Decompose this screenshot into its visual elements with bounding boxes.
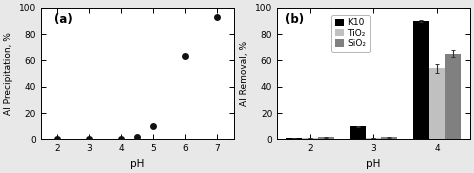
Bar: [318, 137, 334, 139]
Point: [118, 137, 125, 140]
Bar: [382, 137, 397, 139]
Point: [85, 138, 93, 140]
Bar: [413, 21, 429, 139]
X-axis label: pH: pH: [366, 159, 381, 169]
Bar: [365, 138, 382, 139]
Bar: [350, 126, 365, 139]
Bar: [429, 68, 445, 139]
Text: (b): (b): [285, 13, 304, 26]
Legend: K10, TiO₂, SiO₂: K10, TiO₂, SiO₂: [331, 15, 370, 52]
Text: (a): (a): [55, 13, 73, 26]
X-axis label: pH: pH: [130, 159, 145, 169]
Y-axis label: Al Removal, %: Al Removal, %: [240, 41, 249, 106]
Point: [182, 55, 189, 58]
Bar: [286, 138, 302, 139]
Point: [149, 125, 157, 128]
Bar: [445, 54, 461, 139]
Point: [53, 138, 61, 140]
Point: [133, 136, 141, 138]
Point: [214, 16, 221, 18]
Bar: [302, 138, 318, 139]
Y-axis label: Al Precipitation, %: Al Precipitation, %: [4, 32, 13, 115]
